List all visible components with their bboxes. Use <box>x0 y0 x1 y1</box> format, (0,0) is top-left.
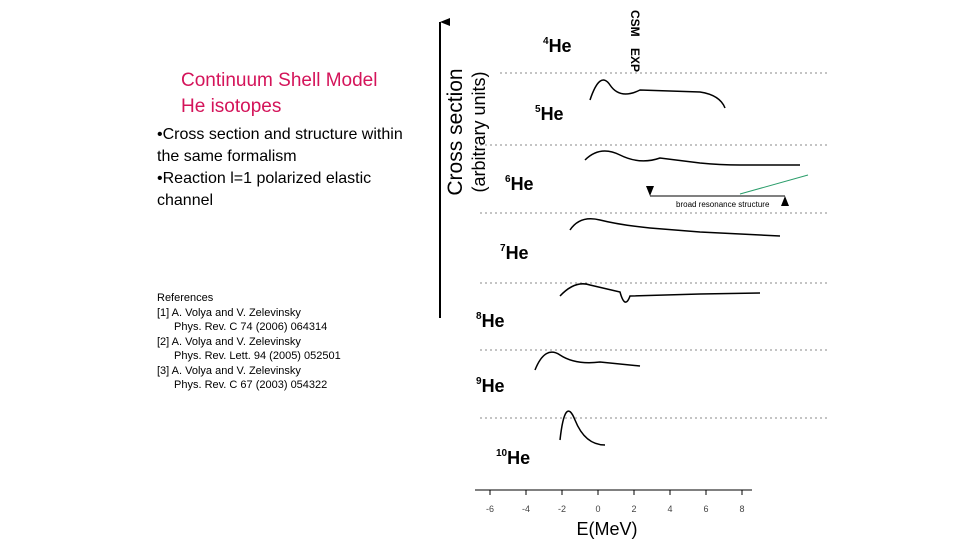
isotope-label: 9He <box>476 376 505 396</box>
slide-title: Continuum Shell Model He isotopes <box>181 68 377 120</box>
bullet-list: Cross section and structure within the s… <box>157 124 412 212</box>
x-tick-label: 4 <box>667 504 672 514</box>
element-symbol: He <box>511 174 534 194</box>
isotope-label: 8He <box>476 311 505 331</box>
isotope-label: 4He <box>543 36 572 56</box>
column-header: CSM <box>628 10 642 37</box>
title-line: Continuum Shell Model <box>181 70 378 91</box>
mass-number: 7 <box>500 243 506 254</box>
isotope-label: 10He <box>496 448 530 468</box>
mass-number: 8 <box>476 311 482 322</box>
x-tick-label: -4 <box>522 504 530 514</box>
isotope-label: 5He <box>535 104 564 124</box>
reference-list: [1] A. Volya and V. Zelevinsky Phys. Rev.… <box>157 306 341 393</box>
bullet: Reaction l=1 polarized elastic channel <box>157 168 412 212</box>
reference-line: [1] A. Volya and V. Zelevinsky <box>157 306 301 319</box>
element-symbol: He <box>541 104 564 124</box>
x-tick-label: 0 <box>595 504 600 514</box>
element-symbol: He <box>506 243 529 263</box>
mass-number: 4 <box>543 36 549 47</box>
element-symbol: He <box>507 448 530 468</box>
x-tick-label: 2 <box>631 504 636 514</box>
element-symbol: He <box>482 376 505 396</box>
element-symbol: He <box>482 311 505 331</box>
x-tick-label: -2 <box>558 504 566 514</box>
references-heading: References <box>157 292 214 304</box>
connector <box>739 174 809 195</box>
isotope-label: 6He <box>505 174 534 194</box>
x-tick-label: 8 <box>739 504 744 514</box>
x-tick-label: 6 <box>703 504 708 514</box>
reference-line: Phys. Rev. C 67 (2003) 054322 <box>174 379 328 391</box>
y-label: (arbitrary units) <box>469 71 489 192</box>
column-header: EXP <box>628 48 642 72</box>
title-line: He isotopes <box>181 96 282 117</box>
mass-number: 10 <box>496 448 508 459</box>
x-tick-label: -6 <box>486 504 494 514</box>
reference-line: Phys. Rev. C 74 (2006) 064314 <box>174 321 328 333</box>
mass-number: 5 <box>535 104 541 115</box>
mass-number: 6 <box>505 174 511 185</box>
x-label: E(MeV) <box>576 519 637 539</box>
reference-line: Phys. Rev. Lett. 94 (2005) 052501 <box>174 350 341 362</box>
element-symbol: He <box>549 36 572 56</box>
y-label: Cross section <box>444 68 467 195</box>
baselines <box>480 72 830 419</box>
x-ticks: -6 -4 -2 0 2 4 6 8 <box>486 490 745 514</box>
reference-line: [2] A. Volya and V. Zelevinsky <box>157 335 301 348</box>
isotope-label: 7He <box>500 243 529 263</box>
cross-section-curves <box>534 79 800 446</box>
bullet: Cross section and structure within the s… <box>157 124 412 168</box>
reference-line: [3] A. Volya and V. Zelevinsky <box>157 364 301 377</box>
mass-number: 9 <box>476 376 482 387</box>
annotation: broad resonance structure <box>676 200 770 209</box>
references: References [1] A. Volya and V. Zelevinsk… <box>157 291 341 393</box>
